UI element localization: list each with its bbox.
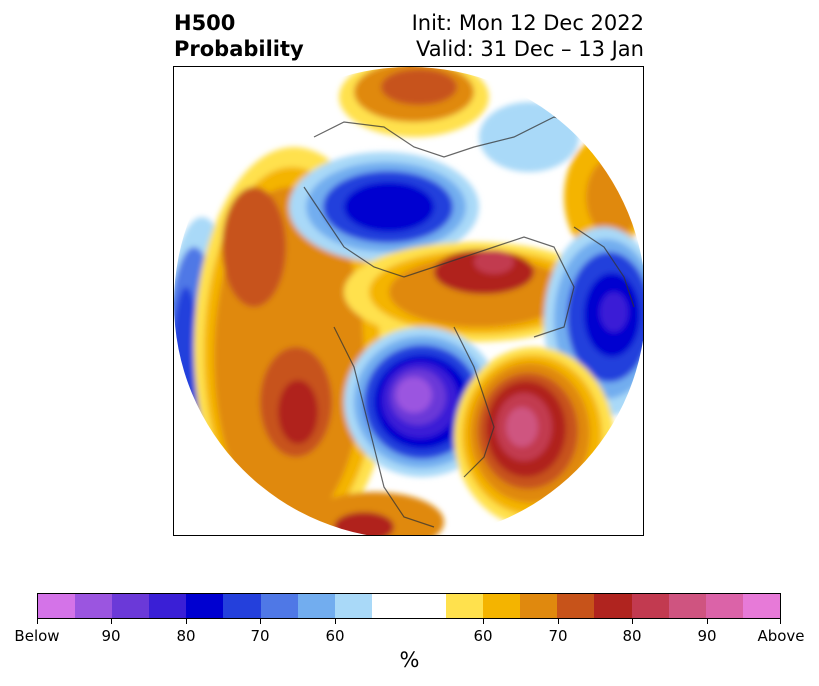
chart-title-right: Init: Mon 12 Dec 2022 Valid: 31 Dec – 13…	[412, 10, 644, 62]
colorbar-tick-label: Below	[14, 627, 60, 645]
anomaly-center-above	[344, 242, 604, 342]
colorbar-tick-label: Above	[757, 627, 805, 645]
anomaly-arctic-below	[289, 152, 479, 262]
colorbar-segment	[594, 594, 632, 618]
colorbar-segment	[260, 594, 298, 618]
title-init: Init: Mon 12 Dec 2022	[411, 11, 644, 35]
colorbar-tick-label: 90	[697, 627, 717, 645]
colorbar-tick	[558, 619, 559, 624]
colorbar	[37, 593, 781, 619]
colorbar-tick-label: 70	[250, 627, 270, 645]
colorbar-segment	[705, 594, 743, 618]
colorbar-segment	[668, 594, 706, 618]
colorbar-segment	[334, 594, 372, 618]
colorbar-segment	[75, 594, 113, 618]
map-panel	[173, 66, 644, 536]
anomaly-north-above	[339, 67, 489, 137]
colorbar-segment	[483, 594, 521, 618]
colorbar-segment	[520, 594, 558, 618]
title-variable: H500	[174, 11, 236, 35]
colorbar-label: %	[399, 648, 420, 672]
map-disc	[174, 67, 643, 535]
colorbar-tick	[707, 619, 708, 624]
colorbar-tick-label: 60	[325, 627, 345, 645]
colorbar-segment	[223, 594, 261, 618]
colorbar-tick-label: 70	[548, 627, 568, 645]
colorbar-segment	[38, 594, 76, 618]
colorbar-segment	[112, 594, 150, 618]
colorbar-tick-label: 80	[176, 627, 196, 645]
colorbar-tick	[335, 619, 336, 624]
title-type: Probability	[174, 37, 304, 61]
colorbar-tick	[260, 619, 261, 624]
colorbar-segment	[557, 594, 595, 618]
anomaly-atlantic-above	[454, 347, 614, 527]
coastlines	[303, 116, 635, 528]
title-valid: Valid: 31 Dec – 13 Jan	[415, 37, 644, 61]
colorbar-tick	[111, 619, 112, 624]
colorbar-tick-label: 60	[473, 627, 493, 645]
colorbar-segment	[186, 594, 224, 618]
colorbar-tick-label: 90	[101, 627, 121, 645]
colorbar-segment	[408, 594, 447, 618]
colorbar-segment	[742, 594, 780, 618]
colorbar-tick	[186, 619, 187, 624]
colorbar-segment	[371, 594, 409, 618]
colorbar-segment	[149, 594, 187, 618]
chart-title-left: H500 Probability	[174, 10, 304, 62]
probability-map	[174, 67, 643, 535]
colorbar-tick-label: 80	[622, 627, 642, 645]
colorbar-tick	[780, 619, 781, 624]
colorbar-tick	[37, 619, 38, 624]
anomaly-northeast-below	[479, 102, 579, 172]
colorbar-segment	[297, 594, 335, 618]
colorbar-tick	[483, 619, 484, 624]
colorbar-ticks: Below 90 80 70 60 60 70 80 90 Above	[14, 619, 805, 649]
colorbar-tick	[632, 619, 633, 624]
colorbar-segment	[446, 594, 484, 618]
colorbar-segment	[631, 594, 669, 618]
